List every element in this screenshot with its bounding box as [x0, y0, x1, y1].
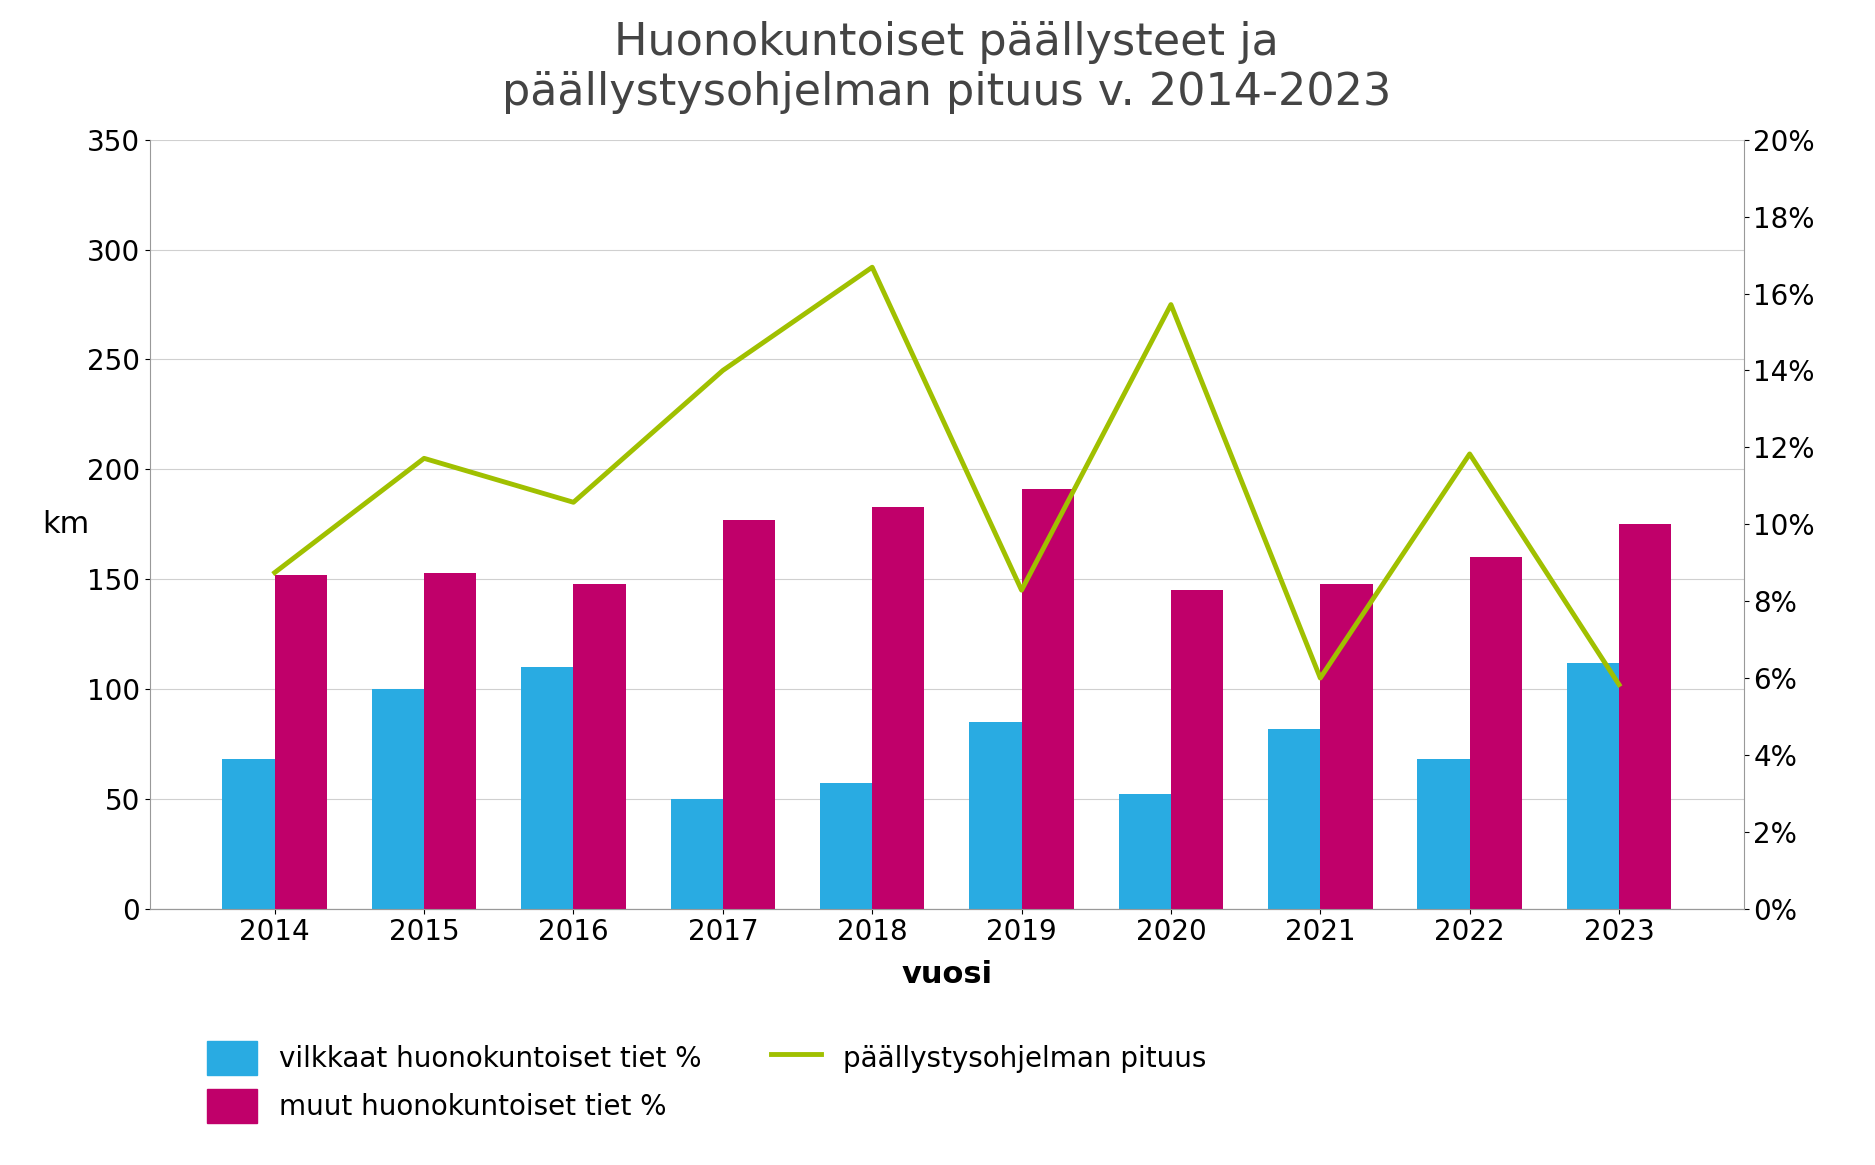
- Bar: [969, 722, 1022, 909]
- Bar: [371, 689, 424, 909]
- Title: Huonokuntoiset päällysteet ja
päällystysohjelman pituus v. 2014-2023: Huonokuntoiset päällysteet ja päällystys…: [503, 21, 1391, 114]
- Bar: [1618, 524, 1671, 909]
- Bar: [1418, 760, 1470, 909]
- X-axis label: vuosi: vuosi: [902, 960, 992, 989]
- Bar: [424, 572, 476, 909]
- Bar: [223, 760, 276, 909]
- Bar: [521, 668, 574, 909]
- Y-axis label: km: km: [43, 510, 90, 538]
- Bar: [1022, 489, 1074, 909]
- Bar: [574, 584, 626, 909]
- Bar: [1268, 728, 1320, 909]
- Legend: vilkkaat huonokuntoiset tiet %, muut huonokuntoiset tiet %, päällystysohjelman p: vilkkaat huonokuntoiset tiet %, muut huo…: [195, 1030, 1217, 1134]
- Bar: [872, 507, 924, 909]
- Bar: [1470, 557, 1522, 909]
- Bar: [1119, 795, 1170, 909]
- Bar: [724, 520, 774, 909]
- Bar: [819, 784, 872, 909]
- Bar: [276, 574, 326, 909]
- Bar: [1568, 663, 1618, 909]
- Bar: [1320, 584, 1372, 909]
- Bar: [671, 799, 724, 909]
- Bar: [1170, 591, 1222, 909]
